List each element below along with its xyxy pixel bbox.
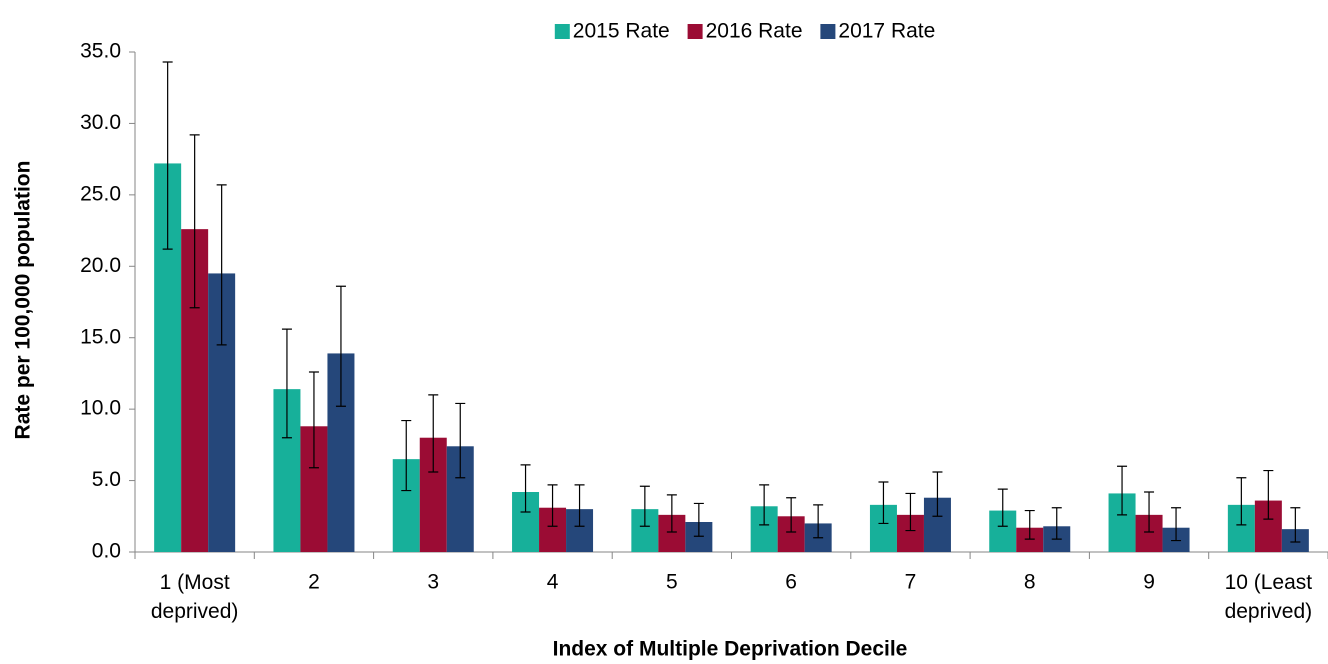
legend-swatch: [820, 24, 836, 39]
x-axis-title: Index of Multiple Deprivation Decile: [553, 638, 908, 661]
x-tick-label: 6: [785, 571, 797, 594]
y-tick-label: 15.0: [80, 325, 121, 348]
error-bar: [878, 481, 889, 525]
error-bar: [1171, 507, 1182, 542]
y-tick-label: 0.0: [92, 540, 121, 563]
y-tick-label: 30.0: [80, 111, 121, 134]
y-tick-label: 35.0: [80, 40, 121, 63]
x-tick-label: 2: [308, 571, 320, 594]
error-bar: [1263, 469, 1274, 520]
error-bar: [189, 134, 200, 309]
error-bar: [281, 328, 292, 439]
error-bar: [666, 494, 677, 533]
error-bar: [639, 485, 650, 527]
error-bar: [455, 402, 466, 479]
x-tick-label: 1 (Most deprived): [151, 571, 239, 623]
x-tick-label: 7: [905, 571, 917, 594]
error-bar: [401, 419, 412, 492]
x-tick-label: 5: [666, 571, 678, 594]
error-bar: [428, 394, 439, 473]
error-bar: [1290, 507, 1301, 543]
x-tick-label: 10 (Least deprived): [1225, 571, 1313, 623]
x-tick-label: 9: [1143, 571, 1155, 594]
error-bar: [216, 184, 227, 346]
legend-label: 2017 Rate: [838, 20, 935, 43]
error-bar: [1144, 491, 1155, 533]
error-bar: [905, 492, 916, 532]
y-tick-label: 10.0: [80, 397, 121, 420]
error-bar: [932, 471, 943, 517]
error-bar: [693, 502, 704, 537]
error-bar: [1024, 509, 1035, 540]
error-bar: [574, 484, 585, 527]
error-bar: [1236, 477, 1247, 526]
legend-swatch: [554, 24, 570, 39]
error-bar: [813, 504, 824, 539]
x-tick-label: 8: [1024, 571, 1036, 594]
error-bar: [997, 488, 1008, 527]
legend-swatch: [687, 24, 703, 39]
legend-label: 2016 Rate: [706, 20, 803, 43]
y-tick-label: 20.0: [80, 254, 121, 277]
error-bar: [162, 61, 173, 250]
y-axis-title: Rate per 100,000 population: [12, 161, 35, 440]
error-bar: [308, 371, 319, 469]
error-bar: [1117, 465, 1128, 516]
error-bar: [786, 497, 797, 533]
error-bar: [520, 464, 531, 513]
y-tick-label: 5.0: [92, 468, 121, 491]
error-bar: [335, 285, 346, 407]
y-tick-label: 25.0: [80, 182, 121, 205]
x-tick-label: 4: [547, 571, 559, 594]
error-bar: [547, 484, 558, 527]
error-bar: [1051, 507, 1062, 540]
error-bar: [759, 484, 770, 526]
legend-label: 2015 Rate: [573, 20, 670, 43]
x-tick-label: 3: [427, 571, 439, 594]
